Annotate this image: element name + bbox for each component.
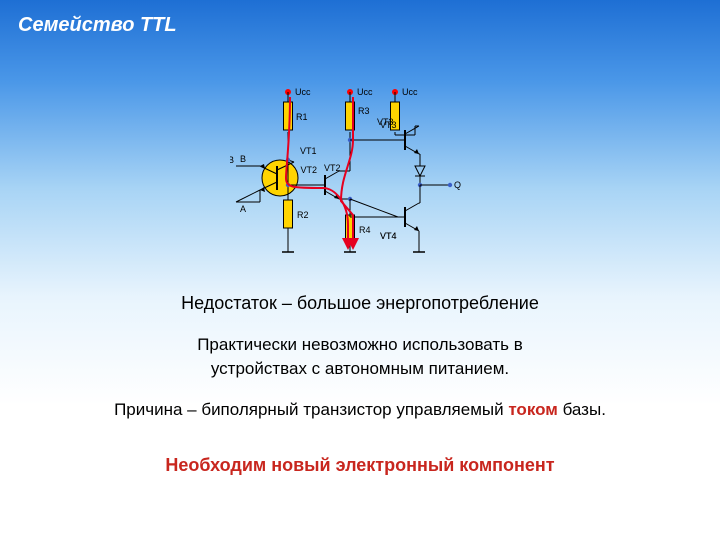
caption-disadvantage: Недостаток – большое энергопотребление bbox=[0, 293, 720, 314]
svg-text:VT2: VT2 bbox=[300, 165, 317, 175]
caption-reason-post: базы. bbox=[558, 400, 606, 419]
svg-text:Ucc: Ucc bbox=[402, 87, 418, 97]
svg-text:VT3: VT3 bbox=[380, 120, 397, 130]
svg-text:VT1: VT1 bbox=[300, 146, 317, 156]
page-title: Семейство TTL bbox=[18, 14, 177, 37]
svg-text:B: B bbox=[240, 154, 246, 164]
svg-text:R4: R4 bbox=[359, 225, 371, 235]
svg-text:R1: R1 bbox=[296, 112, 308, 122]
caption-battery-2: устройствах с автономным питанием. bbox=[0, 359, 720, 379]
svg-text:Ucc: Ucc bbox=[295, 87, 311, 97]
svg-text:VT4: VT4 bbox=[380, 231, 397, 241]
ttl-circuit-diagram: UccR1UccR3UccBBAVT1R2VT2VT2R4VT3VT3QVT4V… bbox=[230, 80, 490, 260]
caption-reason-pre: Причина – биполярный транзистор управляе… bbox=[114, 400, 508, 419]
caption-reason: Причина – биполярный транзистор управляе… bbox=[0, 400, 720, 420]
svg-text:A: A bbox=[240, 204, 246, 214]
caption-reason-emph: током bbox=[508, 400, 558, 419]
svg-text:R3: R3 bbox=[358, 106, 370, 116]
svg-text:B: B bbox=[230, 155, 234, 165]
caption-conclusion: Необходим новый электронный компонент bbox=[0, 455, 720, 476]
svg-text:R2: R2 bbox=[297, 210, 309, 220]
caption-battery-1: Практически невозможно использовать в bbox=[0, 335, 720, 355]
svg-text:VT2: VT2 bbox=[324, 163, 341, 173]
svg-text:Q: Q bbox=[454, 180, 461, 190]
svg-text:Ucc: Ucc bbox=[357, 87, 373, 97]
